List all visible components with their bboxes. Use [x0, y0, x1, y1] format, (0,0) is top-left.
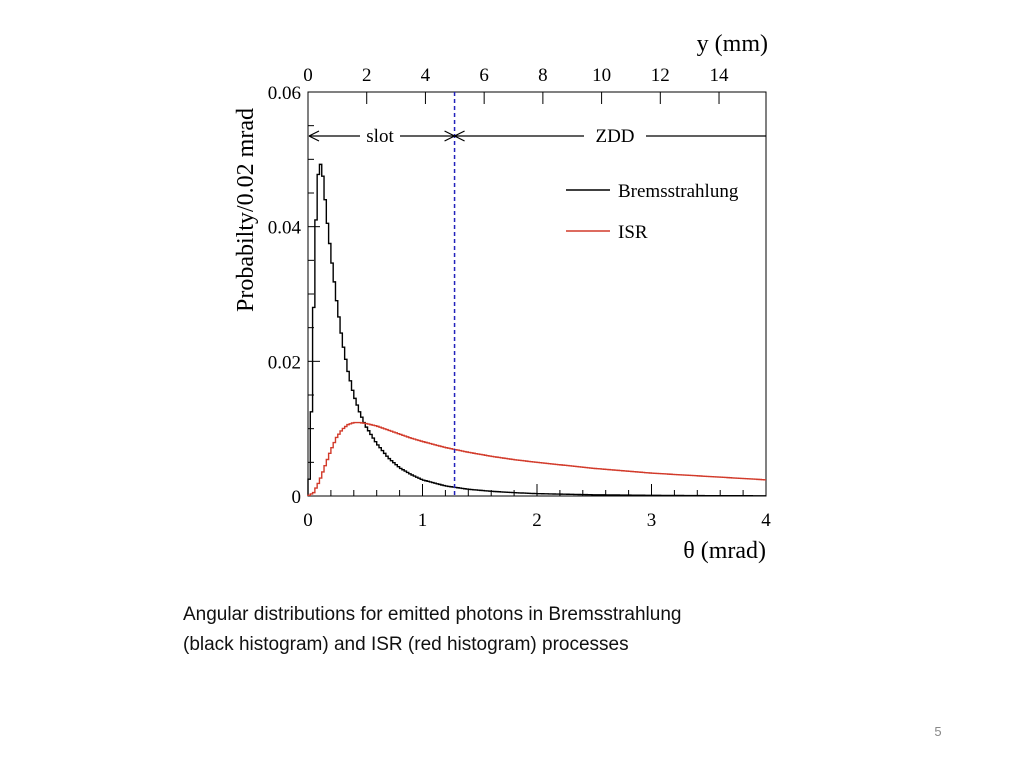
y-tick-label: 0.02	[268, 352, 301, 373]
top-tick-label: 14	[710, 65, 730, 86]
slot-arrowhead-left	[308, 130, 320, 142]
top-tick-label: 6	[479, 65, 489, 86]
legend-label-bremsstrahlung: Bremsstrahlung	[618, 181, 739, 202]
x-tick-label: 3	[647, 510, 657, 531]
x-tick-label: 1	[418, 510, 428, 531]
series-layer	[307, 163, 766, 497]
x-tick-label: 0	[303, 510, 313, 531]
y-axis-label: Probabilty/0.02 mrad	[233, 108, 259, 312]
legend: Bremsstrahlung ISR	[566, 181, 739, 243]
legend-label-isr: ISR	[618, 222, 648, 243]
plot-frame	[307, 91, 767, 497]
slot-arrowhead-right	[444, 130, 455, 142]
caption-line-2: (black histogram) and ISR (red histogram…	[183, 634, 629, 655]
top-tick-label: 10	[592, 65, 611, 86]
zdd-arrowhead-left	[454, 130, 465, 142]
y-tick-label: 0.04	[268, 218, 302, 239]
y-tick-label: 0	[292, 487, 302, 508]
y-tick-label: 0.06	[268, 83, 301, 104]
top-tick-label: 0	[303, 65, 313, 86]
top-tick-label: 2	[362, 65, 372, 86]
top-axis-label: y (mm)	[697, 31, 768, 57]
x-tick-label: 2	[532, 510, 542, 531]
caption-line-1: Angular distributions for emitted photon…	[183, 604, 682, 625]
axis-ticks: 0 1 2 3 400.020.040.060 2 4 6 8 10 12 14	[268, 65, 772, 531]
slot-region-label: slot	[366, 126, 394, 147]
top-tick-label: 12	[651, 65, 670, 86]
figure-caption: Angular distributions for emitted photon…	[183, 600, 883, 660]
isr-histogram	[307, 421, 766, 497]
top-tick-label: 8	[538, 65, 548, 86]
top-tick-label: 4	[421, 65, 431, 86]
annotations-layer: slot ZDD	[308, 92, 766, 496]
x-tick-label: 4	[761, 510, 771, 531]
bremsstrahlung-histogram	[307, 163, 766, 497]
x-axis-label: θ (mrad)	[683, 538, 766, 564]
page-number: 5	[934, 724, 942, 739]
zdd-region-label: ZDD	[595, 126, 634, 147]
